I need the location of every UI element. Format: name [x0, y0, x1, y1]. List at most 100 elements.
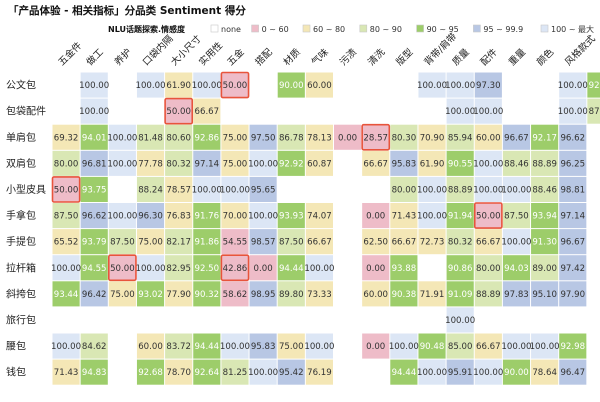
- heatmap-cell: [305, 229, 333, 255]
- cell-value: 96.42: [82, 290, 107, 300]
- cell-value: 0.00: [254, 264, 273, 274]
- cell-value: 83.72: [166, 342, 191, 352]
- cell-value: 100.00: [445, 81, 475, 91]
- heatmap-cell: [390, 124, 418, 150]
- heatmap-cell: [559, 255, 587, 281]
- heatmap-cell: [277, 124, 305, 150]
- cell-value: 98.95: [251, 290, 276, 300]
- heatmap-cell: [531, 176, 559, 202]
- heatmap-cell: [390, 229, 418, 255]
- cell-value: 97.14: [560, 212, 585, 222]
- cell-value: 100.00: [445, 316, 475, 326]
- cell-value: 50.00: [223, 81, 248, 91]
- heatmap-cell: [136, 255, 165, 281]
- cell-value: 94.55: [82, 264, 107, 274]
- heatmap-cell: [334, 333, 362, 359]
- cell-value: 93.02: [138, 290, 163, 300]
- heatmap-cell: [52, 124, 80, 150]
- cell-value: 90.38: [392, 290, 417, 300]
- cell-value: 91.86: [195, 238, 220, 248]
- legend-label: 90 ~ 95: [427, 25, 459, 34]
- heatmap-cell: [362, 124, 390, 150]
- cell-value: 91.30: [532, 238, 557, 248]
- cell-value: 75.00: [223, 133, 248, 143]
- heatmap-cell: [390, 359, 418, 385]
- heatmap-cell: [531, 281, 559, 307]
- heatmap-cell: [390, 98, 418, 124]
- heatmap-cell: [446, 307, 474, 333]
- cell-value: 76.19: [307, 368, 332, 378]
- heatmap-cell: [362, 281, 390, 307]
- heatmap-cell: [193, 203, 221, 229]
- cell-value: 96.47: [560, 368, 585, 378]
- cell-value: 94.01: [82, 133, 107, 143]
- heatmap-cell: [502, 124, 531, 150]
- cell-value: 100.00: [473, 159, 503, 169]
- column-label: 做工: [84, 46, 106, 68]
- heatmap-cell: [305, 333, 333, 359]
- cell-value: 94.44: [195, 342, 220, 352]
- heatmap-cell: [305, 203, 333, 229]
- heatmap-cell: [136, 124, 165, 150]
- heatmap-cell: [249, 281, 277, 307]
- cell-value: 100.00: [51, 342, 81, 352]
- heatmap-cell: [136, 72, 165, 98]
- cell-value: 50.00: [166, 107, 191, 117]
- column-label: 风格款式: [562, 32, 598, 68]
- cell-value: 96.62: [82, 212, 107, 222]
- cell-value: 97.14: [195, 159, 220, 169]
- heatmap-cell: [390, 333, 418, 359]
- heatmap-cell: [277, 307, 305, 333]
- heatmap-cell: [80, 281, 108, 307]
- heatmap-cell: [136, 307, 165, 333]
- legend: NLU话题探索.情感度 none 0 ~ 60 60 ~ 80 80 ~ 90 90 ~ …: [108, 24, 594, 34]
- heatmap-cell: [249, 203, 277, 229]
- legend-heading: NLU话题探索.情感度: [108, 24, 186, 34]
- heatmap-cell: [418, 229, 446, 255]
- cell-value: 66.67: [476, 238, 501, 248]
- heatmap-cell: [108, 281, 136, 307]
- heatmap-cell: [446, 333, 474, 359]
- heatmap-cell: [334, 281, 362, 307]
- cell-value: 94.44: [392, 368, 417, 378]
- heatmap-cell: [502, 203, 531, 229]
- cell-value: 87.50: [54, 212, 79, 222]
- heatmap-cell: [277, 281, 305, 307]
- heatmap-cell: [390, 255, 418, 281]
- heatmap-cell: [418, 359, 446, 385]
- heatmap-cell: [474, 98, 502, 124]
- cell-value: 100.00: [389, 342, 419, 352]
- legend-swatch: [359, 24, 368, 33]
- cell-value: 58.62: [223, 290, 248, 300]
- cell-value: 95.83: [251, 342, 276, 352]
- heatmap-cell: [474, 255, 502, 281]
- cell-value: 75.00: [138, 238, 163, 248]
- heatmap-cell: [418, 255, 446, 281]
- heatmap-cell: [80, 72, 108, 98]
- cell-value: 92.64: [195, 368, 220, 378]
- cell-value: 87.50: [589, 107, 600, 117]
- heatmap-cell: [334, 359, 362, 385]
- cell-value: 88.89: [532, 159, 557, 169]
- heatmap-cell: [165, 255, 193, 281]
- cell-value: 88.89: [448, 185, 473, 195]
- heatmap-cell: [362, 176, 390, 202]
- heatmap-cell: [165, 333, 193, 359]
- cell-value: 77.78: [138, 159, 163, 169]
- heatmap-cell: [502, 229, 531, 255]
- heatmap-cell: [136, 333, 165, 359]
- cell-value: 97.30: [476, 81, 501, 91]
- column-label: 五金: [225, 46, 247, 68]
- column-label: 重量: [506, 46, 528, 68]
- legend-swatch: [302, 24, 311, 33]
- cell-value: 96.67: [504, 133, 529, 143]
- heatmap-cell: [193, 72, 221, 98]
- row-label: 斜挎包: [6, 287, 36, 300]
- cell-value: 92.86: [195, 133, 220, 143]
- heatmap-cell: [390, 307, 418, 333]
- heatmap-cell: [334, 150, 362, 176]
- heatmap-cell: [362, 203, 390, 229]
- heatmap-cell: [136, 98, 165, 124]
- cell-value: 96.30: [138, 212, 163, 222]
